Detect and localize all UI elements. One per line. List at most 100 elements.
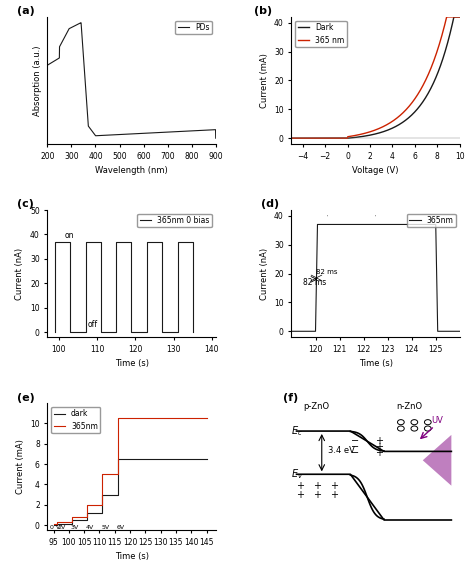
dark [84, 517, 90, 523]
365nm [115, 471, 120, 478]
Y-axis label: Absorption (a.u.): Absorption (a.u.) [33, 45, 42, 116]
365nm [54, 521, 59, 528]
365 nm [380, 124, 385, 130]
dark [204, 456, 210, 462]
365 nm [289, 135, 294, 142]
Text: +: + [313, 481, 321, 491]
Text: −: − [351, 442, 359, 452]
Text: 0 V: 0 V [50, 525, 60, 530]
dark [51, 521, 56, 528]
Text: (a): (a) [17, 6, 35, 16]
Text: (f): (f) [283, 393, 298, 403]
365 nm [453, 14, 459, 20]
365 nm [457, 14, 463, 20]
Text: +: + [375, 442, 383, 452]
X-axis label: Time (s): Time (s) [115, 359, 148, 368]
365nm [115, 415, 120, 422]
dark [54, 520, 59, 527]
Text: 2V: 2V [57, 525, 65, 530]
Text: +: + [329, 481, 337, 491]
365nm [54, 519, 59, 526]
dark [84, 509, 90, 516]
Text: (b): (b) [255, 6, 273, 16]
365 nm [389, 118, 394, 125]
365nm [51, 521, 56, 528]
Text: (c): (c) [17, 200, 34, 209]
Text: on: on [64, 231, 74, 240]
365 nm [444, 14, 450, 20]
Legend: Dark, 365 nm: Dark, 365 nm [295, 21, 346, 47]
dark [130, 456, 136, 462]
365nm [84, 501, 90, 508]
Text: +: + [313, 490, 321, 500]
365nm [100, 471, 105, 478]
Text: +: + [375, 448, 383, 459]
365 nm [427, 68, 432, 75]
Text: +: + [375, 436, 383, 446]
Dark [427, 87, 432, 94]
X-axis label: Wavelength (nm): Wavelength (nm) [95, 166, 168, 175]
Text: 3.4 eV: 3.4 eV [328, 446, 356, 455]
Text: $E_v$: $E_v$ [292, 468, 304, 481]
dark [130, 456, 136, 462]
Legend: 365nm 0 bias: 365nm 0 bias [137, 214, 212, 227]
Dark [451, 14, 457, 20]
Text: 5V: 5V [101, 525, 109, 530]
Legend: PDs: PDs [175, 21, 212, 34]
Line: Dark: Dark [292, 17, 460, 138]
Text: −: − [351, 436, 359, 446]
Dark [289, 135, 294, 142]
Text: n-ZnO: n-ZnO [396, 403, 422, 412]
Y-axis label: Current (mA): Current (mA) [260, 53, 268, 108]
Polygon shape [423, 435, 451, 486]
365nm [69, 514, 75, 521]
Text: 6V: 6V [117, 525, 125, 530]
Text: +: + [329, 490, 337, 500]
dark [115, 456, 120, 462]
Dark [453, 14, 459, 20]
X-axis label: Time (s): Time (s) [359, 359, 392, 368]
Dark [457, 14, 463, 20]
365 nm [370, 127, 375, 134]
Dark [389, 125, 394, 132]
Legend: dark, 365nm: dark, 365nm [51, 407, 100, 433]
Text: 82 ms: 82 ms [303, 278, 326, 287]
dark [54, 521, 59, 528]
365nm [100, 501, 105, 508]
Y-axis label: Current (mA): Current (mA) [16, 439, 25, 494]
Legend: 365nm: 365nm [407, 214, 456, 227]
dark [115, 491, 120, 498]
365nm [130, 415, 136, 422]
365nm [130, 415, 136, 422]
dark [69, 517, 75, 523]
Text: 3V: 3V [71, 525, 79, 530]
365nm [204, 415, 210, 422]
365nm [84, 514, 90, 521]
Text: +: + [296, 481, 304, 491]
dark [69, 520, 75, 527]
Text: (d): (d) [261, 200, 279, 209]
Text: (e): (e) [17, 393, 35, 403]
Y-axis label: Current (nA): Current (nA) [16, 248, 25, 299]
Text: −: − [351, 448, 359, 459]
Line: dark: dark [54, 459, 207, 525]
Text: 4V: 4V [86, 525, 94, 530]
X-axis label: Voltage (V): Voltage (V) [352, 166, 399, 175]
Y-axis label: Current (nA): Current (nA) [260, 248, 268, 299]
dark [100, 491, 105, 498]
Text: +: + [296, 490, 304, 500]
Text: $E_c$: $E_c$ [292, 424, 303, 438]
Text: p-ZnO: p-ZnO [304, 403, 330, 412]
Line: 365nm: 365nm [54, 418, 207, 525]
Text: UV: UV [431, 416, 443, 425]
365nm [69, 519, 75, 526]
Line: 365 nm: 365 nm [292, 17, 460, 138]
Text: 82 ms: 82 ms [317, 268, 338, 275]
Dark [380, 129, 385, 135]
Dark [370, 131, 375, 138]
365 nm [369, 128, 374, 135]
dark [100, 509, 105, 516]
Dark [369, 131, 374, 138]
Text: off: off [88, 320, 98, 329]
X-axis label: Time (s): Time (s) [115, 552, 148, 561]
